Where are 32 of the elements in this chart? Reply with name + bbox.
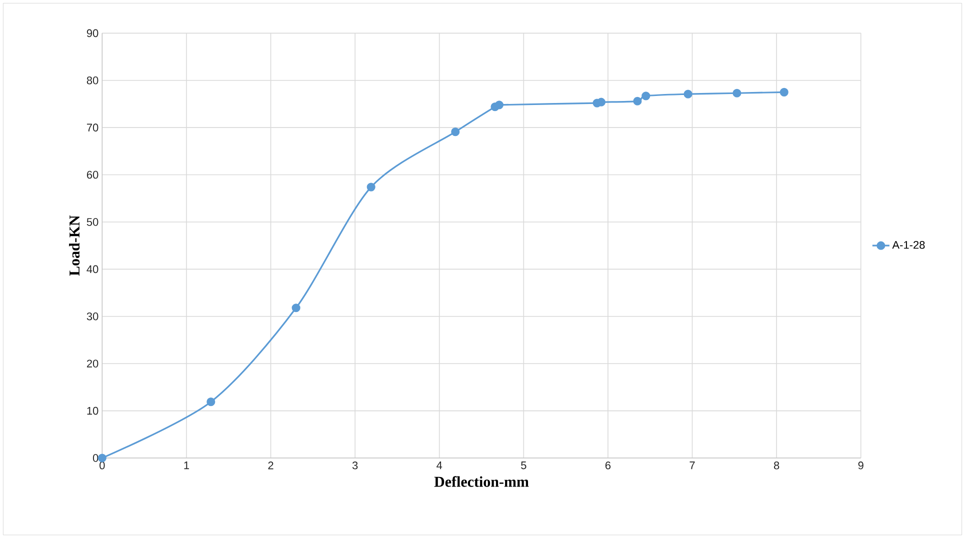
x-tick-label: 5 — [521, 461, 526, 470]
y-tick-label: 90 — [86, 29, 98, 37]
y-tick-label: 50 — [86, 218, 98, 226]
x-tick-label: 4 — [436, 461, 442, 470]
x-tick-label: 8 — [774, 461, 780, 470]
x-axis-title: Deflection-mm — [434, 476, 529, 487]
point — [451, 127, 460, 136]
point — [206, 397, 216, 406]
point — [780, 88, 788, 96]
x-tick-label: 3 — [352, 461, 358, 470]
y-tick-label: 10 — [87, 406, 98, 415]
y-tick-label: 20 — [86, 360, 98, 368]
point — [732, 88, 742, 98]
point — [684, 90, 692, 98]
point — [642, 92, 650, 100]
x-tick-label: 7 — [690, 461, 695, 470]
y-tick-label: 80 — [86, 76, 98, 84]
y-tick-label: 70 — [86, 124, 98, 132]
point — [292, 304, 300, 312]
y-tick-label: 0 — [92, 454, 98, 462]
point — [494, 100, 504, 110]
y-tick-label: 30 — [86, 312, 98, 320]
x-tick-label: 9 — [858, 461, 864, 470]
y-axis-title: Load-KN — [69, 215, 80, 276]
y-tick-label: 40 — [86, 265, 98, 274]
x-tick-label: 2 — [268, 461, 274, 470]
point — [366, 182, 376, 192]
point — [633, 96, 642, 106]
legend-label: A-1-28 — [892, 240, 925, 249]
x-tick-label: 6 — [605, 461, 611, 470]
x-tick-label: 1 — [184, 461, 189, 470]
y-tick-label: 60 — [86, 170, 98, 179]
